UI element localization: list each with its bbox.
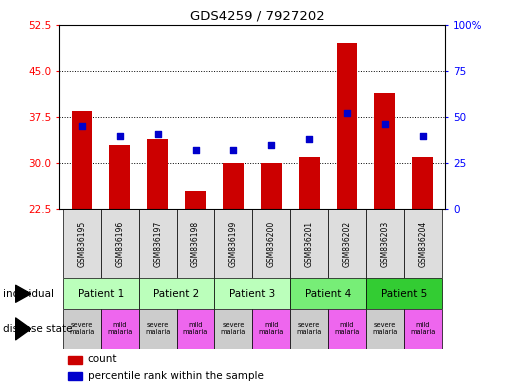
Point [267,142,276,148]
Text: GSM836198: GSM836198 [191,221,200,267]
Bar [337,43,357,209]
Point [419,132,427,139]
Bar [366,309,404,349]
Bar [290,278,366,309]
Text: severe
malaria: severe malaria [297,323,322,335]
Bar [413,157,433,209]
Text: percentile rank within the sample: percentile rank within the sample [88,371,264,381]
Point [343,110,351,116]
Bar [214,209,252,278]
Text: count: count [88,354,117,364]
Bar [252,309,290,349]
Text: disease state: disease state [3,324,72,334]
Bar [109,145,130,209]
Polygon shape [15,318,31,340]
Bar [214,309,252,349]
Bar [177,209,214,278]
Bar [147,139,168,209]
Point [381,121,389,127]
Bar [63,309,101,349]
Text: Patient 3: Patient 3 [229,289,276,299]
Bar [72,111,92,209]
Point [153,131,162,137]
Bar [63,278,139,309]
Bar [101,309,139,349]
Text: GSM836202: GSM836202 [342,221,352,267]
Text: GSM836203: GSM836203 [381,221,389,267]
Bar [261,163,282,209]
Text: severe
malaria: severe malaria [372,323,398,335]
Bar [366,209,404,278]
Bar [404,309,442,349]
Text: Patient 1: Patient 1 [78,289,124,299]
Bar [139,209,177,278]
Point [78,123,86,129]
Bar [185,191,206,209]
Text: Patient 4: Patient 4 [305,289,351,299]
Bar [63,209,101,278]
Text: severe
malaria: severe malaria [145,323,170,335]
Text: GSM836204: GSM836204 [418,221,427,267]
Bar [177,309,214,349]
Text: mild
malaria: mild malaria [183,323,208,335]
Bar [252,209,290,278]
Bar [404,209,442,278]
Polygon shape [15,285,31,302]
Point [192,147,200,153]
Bar [139,278,214,309]
Text: GDS4259 / 7927202: GDS4259 / 7927202 [190,10,325,23]
Text: mild
malaria: mild malaria [259,323,284,335]
Bar [328,209,366,278]
Text: mild
malaria: mild malaria [410,323,436,335]
Bar [223,163,244,209]
Bar [366,278,442,309]
Bar [101,209,139,278]
Bar [290,309,328,349]
Text: Patient 5: Patient 5 [381,289,427,299]
Text: severe
malaria: severe malaria [221,323,246,335]
Point [305,136,313,142]
Text: GSM836196: GSM836196 [115,221,124,267]
Bar [68,372,82,380]
Text: GSM836200: GSM836200 [267,221,276,267]
Text: individual: individual [3,289,54,299]
Text: GSM836195: GSM836195 [77,221,87,267]
Bar [139,309,177,349]
Text: GSM836201: GSM836201 [305,221,314,267]
Point [116,132,124,139]
Text: GSM836197: GSM836197 [153,221,162,267]
Bar [290,209,328,278]
Bar [299,157,320,209]
Bar [328,309,366,349]
Text: Patient 2: Patient 2 [153,289,200,299]
Text: mild
malaria: mild malaria [334,323,359,335]
Bar [68,356,82,364]
Text: GSM836199: GSM836199 [229,221,238,267]
Text: severe
malaria: severe malaria [69,323,95,335]
Text: mild
malaria: mild malaria [107,323,132,335]
Point [229,147,237,153]
Bar [374,93,396,209]
Bar [214,278,290,309]
